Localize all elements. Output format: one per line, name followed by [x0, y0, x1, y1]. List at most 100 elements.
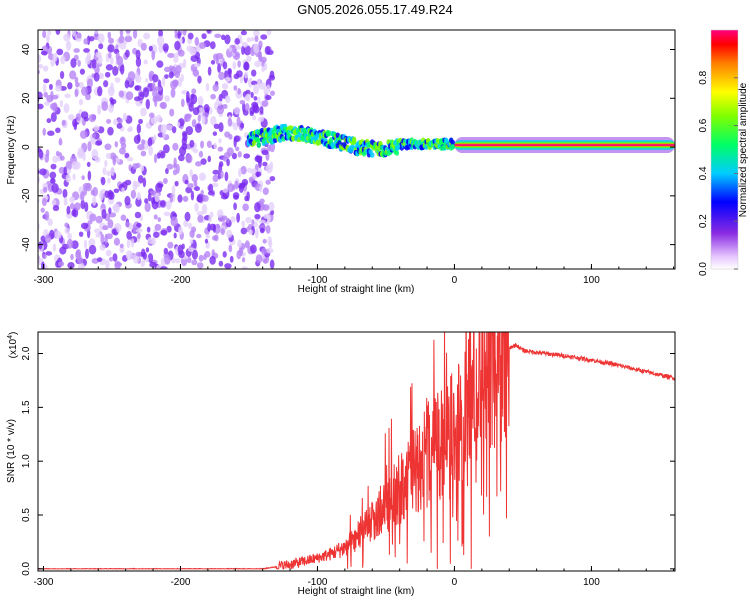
- noise-speckle: [201, 115, 206, 125]
- noise-speckle: [197, 95, 204, 106]
- noise-speckle: [133, 135, 141, 144]
- noise-speckle: [60, 55, 66, 65]
- noise-speckle: [76, 32, 82, 39]
- noise-speckle: [63, 166, 67, 176]
- noise-speckle: [264, 45, 271, 55]
- noise-speckle: [88, 113, 96, 123]
- noise-speckle: [109, 57, 114, 65]
- noise-speckle: [71, 240, 79, 249]
- spectrogram-y-axis: -40 -20 0 20 40: [21, 44, 675, 252]
- noise-speckle: [101, 101, 109, 112]
- noise-speckle: [237, 239, 243, 248]
- noise-speckle: [52, 243, 57, 252]
- noise-speckle: [208, 183, 214, 193]
- noise-speckle: [185, 125, 194, 136]
- noise-speckle: [157, 217, 162, 223]
- noise-speckle: [154, 192, 160, 203]
- noise-speckle: [247, 167, 253, 174]
- noise-speckle: [227, 117, 233, 127]
- colorbar-gradient: [711, 30, 738, 269]
- noise-speckle: [104, 190, 110, 198]
- noise-speckle: [105, 64, 114, 71]
- noise-speckle: [59, 71, 65, 80]
- noise-speckle: [184, 113, 192, 119]
- noise-speckle: [104, 160, 108, 168]
- noise-speckle: [92, 133, 96, 139]
- noise-speckle: [43, 91, 48, 98]
- noise-speckle: [78, 98, 84, 106]
- noise-speckle: [254, 60, 262, 68]
- noise-speckle: [135, 74, 142, 83]
- noise-speckle: [72, 30, 77, 37]
- noise-speckle: [220, 170, 224, 179]
- noise-speckle: [91, 137, 96, 145]
- noise-speckle: [170, 88, 176, 98]
- noise-speckle: [158, 30, 163, 38]
- noise-speckle: [153, 134, 157, 142]
- noise-speckle: [243, 61, 249, 70]
- noise-speckle: [62, 188, 68, 199]
- noise-speckle: [160, 229, 168, 236]
- noise-speckle: [148, 45, 153, 52]
- noise-speckle: [135, 56, 142, 68]
- spectrogram-x-tick-label: -300: [33, 275, 53, 286]
- noise-speckle: [77, 59, 81, 67]
- noise-speckle: [141, 139, 146, 146]
- snr-x-tick-label: -200: [170, 577, 190, 588]
- noise-speckle: [182, 132, 188, 142]
- noise-speckle: [69, 196, 75, 203]
- noise-speckle: [214, 33, 222, 39]
- noise-speckle: [233, 202, 237, 211]
- noise-speckle: [182, 30, 187, 36]
- noise-speckle: [188, 222, 193, 230]
- noise-speckle: [241, 257, 246, 263]
- noise-speckle: [218, 93, 223, 102]
- noise-speckle: [67, 114, 75, 121]
- noise-speckle: [260, 34, 268, 40]
- noise-speckle: [109, 191, 115, 200]
- noise-speckle: [148, 145, 154, 156]
- noise-speckle: [230, 216, 236, 223]
- noise-speckle: [136, 222, 142, 228]
- noise-speckle: [107, 31, 112, 39]
- noise-speckle: [69, 70, 77, 80]
- noise-speckle: [49, 171, 57, 179]
- noise-speckle: [140, 42, 147, 51]
- noise-speckle: [144, 202, 151, 213]
- noise-speckle: [193, 180, 198, 187]
- noise-speckle: [145, 247, 150, 253]
- noise-speckle: [33, 31, 37, 37]
- noise-speckle: [118, 90, 125, 98]
- noise-speckle: [198, 172, 207, 181]
- noise-speckle: [199, 42, 206, 50]
- spectrogram-x-axis: -300 -200 -100 0 100: [33, 264, 675, 286]
- noise-speckle: [232, 44, 237, 54]
- noise-speckle: [254, 213, 261, 220]
- noise-speckle: [151, 50, 156, 61]
- noise-speckle: [97, 104, 102, 115]
- snr-x-label: Height of straight line (km): [298, 586, 415, 597]
- snr-y-tick-label: 0.0: [21, 561, 32, 575]
- noise-speckle: [246, 37, 252, 43]
- noise-speckle: [216, 209, 224, 219]
- spectrogram-image: [32, 30, 675, 269]
- spectrogram-x-label: Height of straight line (km): [298, 284, 415, 295]
- noise-speckle: [228, 133, 233, 140]
- noise-speckle: [224, 263, 232, 269]
- noise-speckle: [47, 30, 52, 36]
- noise-speckle: [262, 187, 269, 195]
- noise-speckle: [32, 78, 37, 88]
- noise-speckle: [137, 232, 141, 239]
- noise-speckle: [240, 165, 247, 175]
- noise-speckle: [138, 118, 143, 125]
- band-speckle: [450, 139, 456, 146]
- snr-y-tick-label: 1.5: [21, 400, 32, 414]
- snr-panel: -300 -200 -100 0 100 0.0 0.5 1.0 1.5 2.0 Height …: [6, 331, 676, 597]
- noise-speckle: [78, 231, 84, 237]
- noise-speckle: [135, 197, 142, 207]
- band-speckle: [256, 137, 262, 144]
- noise-speckle: [95, 233, 102, 238]
- noise-speckle: [42, 65, 49, 72]
- noise-speckle: [259, 105, 264, 115]
- noise-speckle: [107, 177, 111, 184]
